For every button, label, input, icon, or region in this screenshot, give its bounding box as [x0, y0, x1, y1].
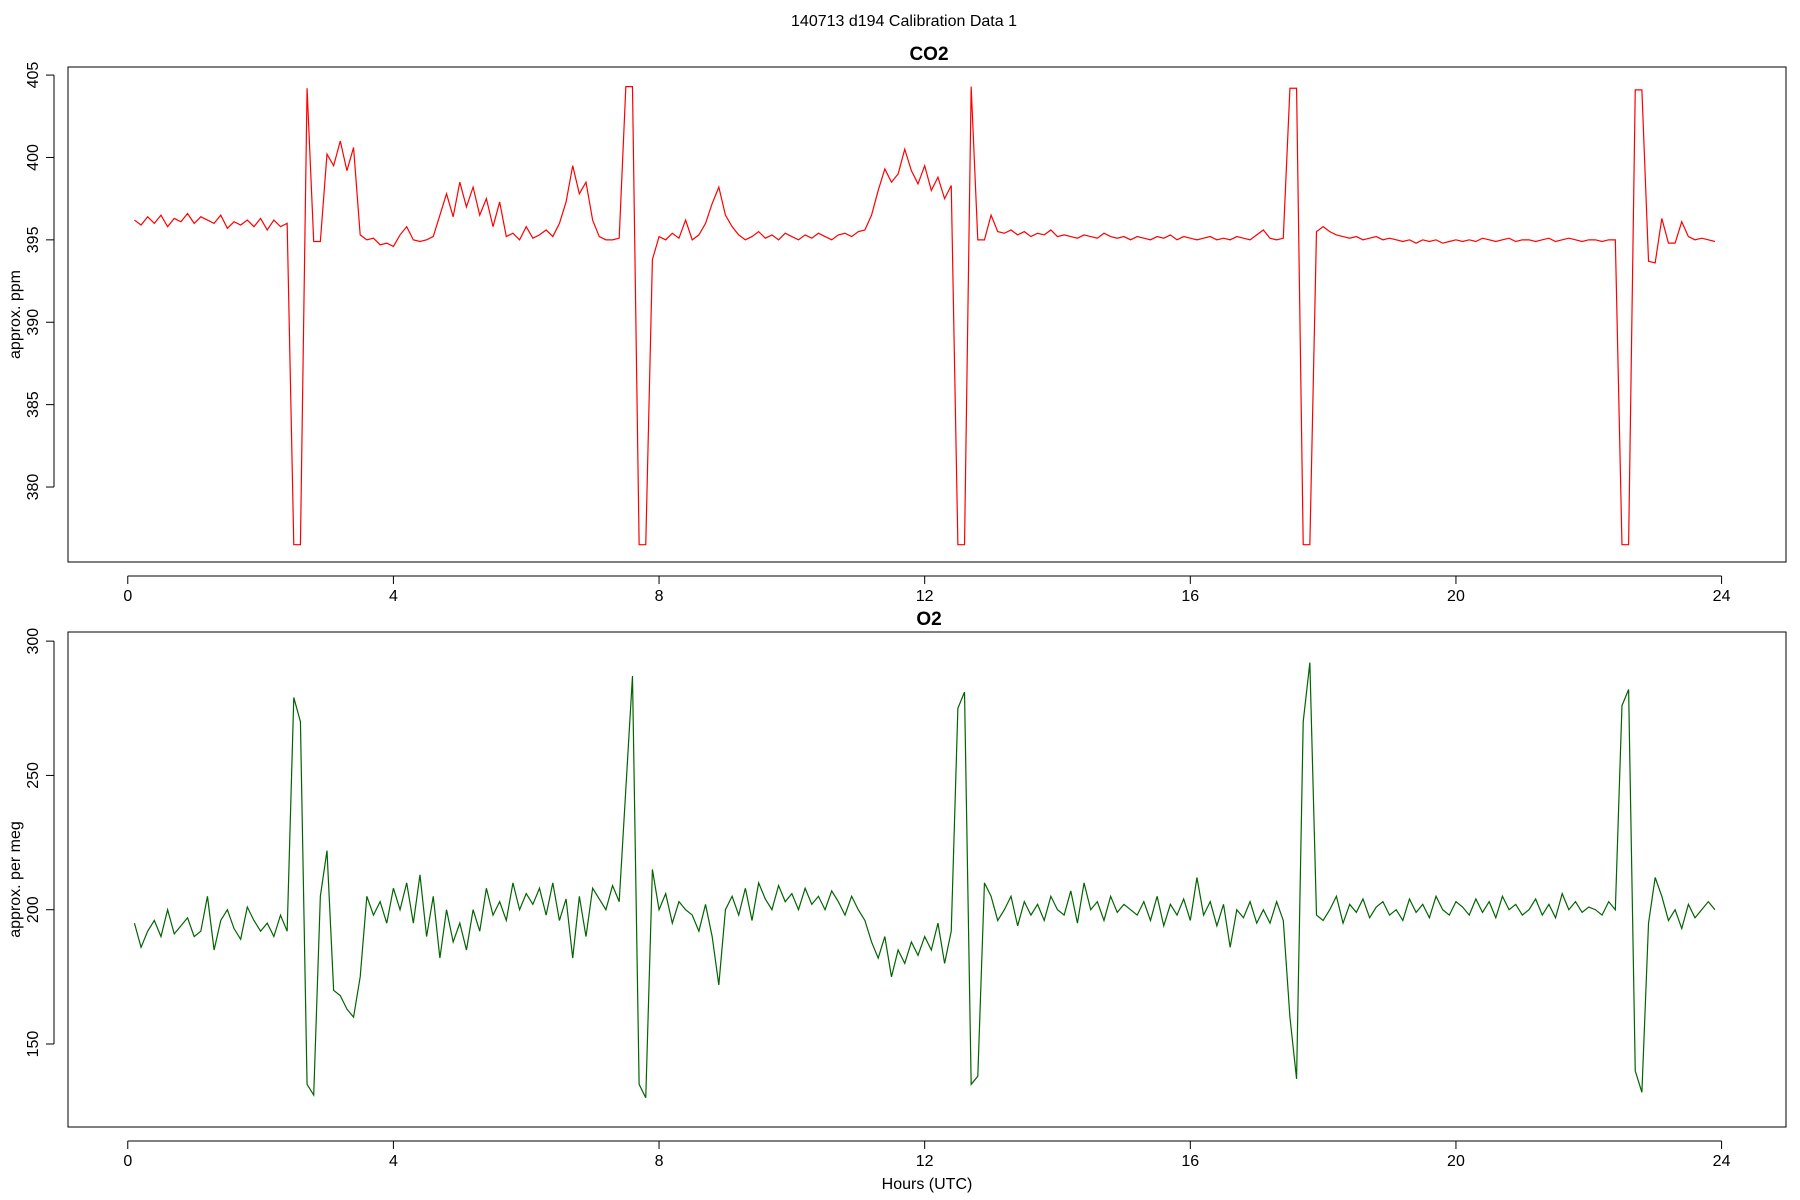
y-tick-label: 400 [25, 144, 42, 171]
x-tick-label: 20 [1447, 588, 1465, 605]
x-tick-label: 24 [1713, 588, 1731, 605]
y-tick-label: 405 [25, 62, 42, 89]
x-tick-label: 16 [1181, 1153, 1199, 1170]
y-tick-label: 150 [25, 1031, 42, 1058]
x-tick-label: 8 [655, 1153, 664, 1170]
x-tick-label: 4 [389, 588, 398, 605]
plot-frame [67, 66, 1787, 563]
y-tick-label: 390 [25, 309, 42, 336]
y-tick-label: 200 [25, 896, 42, 923]
x-tick-label: 8 [655, 588, 664, 605]
x-tick-label: 4 [389, 1153, 398, 1170]
x-tick-label: 16 [1181, 588, 1199, 605]
x-tick-label: 0 [123, 1153, 132, 1170]
panel-title: O2 [916, 609, 941, 630]
y-tick-label: 385 [25, 391, 42, 418]
y-tick-label: 250 [25, 762, 42, 789]
data-line [134, 86, 1716, 546]
x-tick-label: 20 [1447, 1153, 1465, 1170]
panel-title: CO2 [909, 44, 948, 65]
data-line [133, 662, 1716, 1098]
x-tick-label: 24 [1713, 1153, 1731, 1170]
y-tick-label: 300 [25, 628, 42, 655]
y-tick-label: 380 [25, 474, 42, 501]
x-axis-label: Hours (UTC) [882, 1176, 973, 1193]
y-axis-label: approx. ppm [7, 270, 24, 359]
figure-title: 140713 d194 Calibration Data 1 [791, 13, 1017, 30]
y-axis-label: approx. per meg [7, 821, 24, 938]
x-tick-label: 12 [916, 1153, 934, 1170]
x-tick-label: 12 [916, 588, 934, 605]
x-tick-label: 0 [123, 588, 132, 605]
plot-frame [67, 631, 1787, 1128]
y-tick-label: 395 [25, 226, 42, 253]
